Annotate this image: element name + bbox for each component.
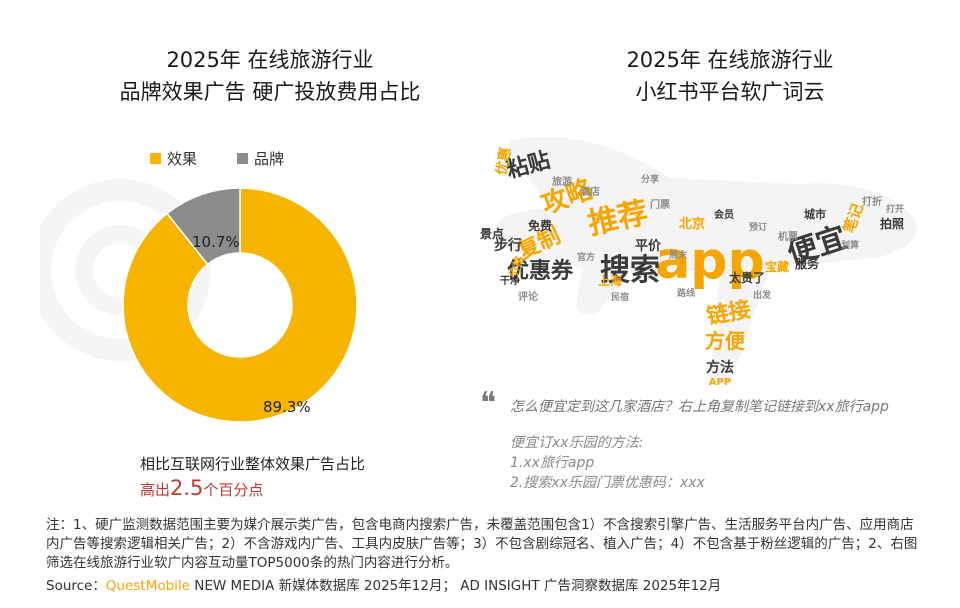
reply-line-2: 1.xx旅行app [510, 455, 595, 471]
cloud-word: 干净 [500, 274, 520, 287]
cloud-word: 优惠 [493, 146, 515, 177]
donut-slice-effect [122, 187, 358, 423]
cloud-word: app [655, 231, 765, 291]
cloud-word: 优惠券 [507, 258, 574, 284]
left-title-line1: 2025年 在线旅游行业 [166, 48, 374, 72]
right-title-line1: 2025年 在线旅游行业 [626, 48, 834, 72]
comparison-note: 相比互联网行业整体效果广告占比 [140, 455, 366, 473]
right-title-line2: 小红书平台软广词云 [635, 80, 825, 104]
reply-line-3: 2.搜索xx乐园门票优惠码：xxx [510, 475, 705, 491]
cloud-word: 免费 [528, 218, 552, 233]
highlight-value: 2.5 [170, 476, 204, 500]
cloud-word: 官方 [577, 251, 595, 263]
cloud-word: 会员 [714, 208, 734, 221]
slice-label-brand: 10.7% [192, 233, 240, 251]
cloud-word: 宝藏 [765, 259, 789, 274]
chart-legend: 效果 品牌 [150, 148, 284, 169]
legend-swatch-effect [150, 153, 161, 164]
cloud-word: 北京 [679, 216, 705, 232]
source-prefix: Source： [46, 578, 106, 594]
cloud-word: 搜索 [600, 253, 660, 288]
cloud-word: 方法 [706, 359, 734, 376]
legend-label-effect: 效果 [167, 150, 198, 168]
left-title-line2: 品牌效果广告 硬广投放费用占比 [119, 80, 421, 104]
slice-label-effect: 89.3% [263, 398, 311, 416]
cloud-word: 太贵了 [729, 270, 765, 285]
legend-swatch-brand [237, 153, 249, 164]
highlight-note: 高出2.5个百分点 [140, 476, 263, 500]
source-rest: NEW MEDIA 新媒体数据库 2025年12月； AD INSIGHT 广告… [189, 578, 722, 594]
cloud-word: 步行 [494, 237, 522, 254]
left-chart-title: 2025年 在线旅游行业 品牌效果广告 硬广投放费用占比 [60, 44, 480, 108]
cloud-word: 路线 [677, 287, 695, 299]
donut-slice-brand [166, 187, 241, 266]
sample-quote: 怎么便宜定到这几家酒店？右上角复制笔记链接到xx旅行app [510, 399, 889, 415]
highlight-suffix: 个百分点 [203, 481, 264, 499]
cloud-word: 拍照 [880, 216, 904, 231]
cloud-word: 打开 [886, 203, 904, 215]
right-chart-title: 2025年 在线旅游行业 小红书平台软广词云 [520, 44, 940, 108]
highlight-prefix: 高出 [140, 481, 171, 499]
cloud-word: 方便 [705, 329, 746, 353]
cloud-word: 服务 [795, 256, 820, 271]
cloud-word: 评论 [518, 290, 539, 303]
reply-line-1: 便宜订xx乐园的方法: [510, 435, 644, 451]
cloud-word: 上海 [598, 273, 622, 288]
legend-label-brand: 品牌 [254, 150, 285, 168]
donut-chart: 89.3% 10.7% [122, 187, 358, 423]
cloud-word: 平价 [635, 239, 662, 254]
source-brand: QuestMobile [105, 578, 190, 594]
cloud-word: 景点 [480, 226, 504, 241]
airplane-shape [495, 136, 917, 384]
sample-reply: 便宜订xx乐园的方法: 1.xx旅行app 2.搜索xx乐园门票优惠码：xxx [510, 433, 705, 493]
legend-item-brand: 品牌 [237, 148, 284, 169]
cloud-word: 城市 [804, 207, 826, 221]
cloud-word: 门票 [650, 198, 670, 211]
legend-item-effect: 效果 [150, 148, 197, 169]
footnote: 注：1、硬广监测数据范围主要为媒介展示类广告，包含电商内搜索广告，未覆盖范围包含… [46, 517, 918, 571]
cloud-word: 划算 [841, 239, 859, 251]
cloud-word: 预订 [749, 221, 767, 233]
cloud-word: 分享 [641, 173, 659, 185]
source-line: Source：QuestMobile NEW MEDIA 新媒体数据库 2025… [46, 574, 721, 594]
cloud-word: 打折 [862, 195, 882, 208]
cloud-word: 酒店 [580, 185, 600, 198]
cloud-word: 机票 [778, 230, 798, 243]
cloud-word: 旅游 [552, 175, 572, 188]
cloud-word: APP [709, 377, 731, 388]
cloud-word: 民宿 [611, 291, 629, 303]
cloud-word: 出发 [753, 289, 772, 301]
quote-icon: ❝ [480, 386, 497, 421]
cloud-word: 周末 [669, 249, 688, 261]
